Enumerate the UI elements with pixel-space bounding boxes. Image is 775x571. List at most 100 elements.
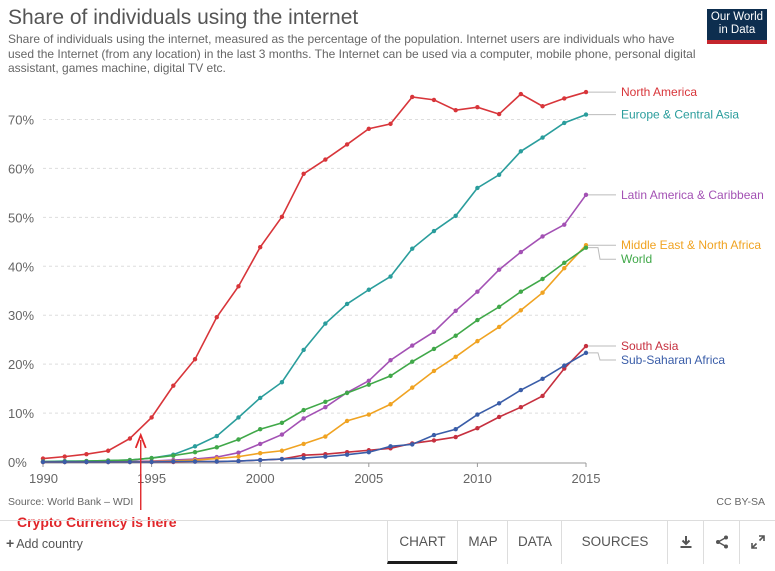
x-tick-label: 2005	[354, 471, 383, 486]
data-point	[562, 96, 567, 101]
data-point	[279, 214, 285, 220]
data-point	[258, 244, 263, 250]
data-point	[301, 407, 306, 413]
add-country-button[interactable]: + Add country	[6, 535, 83, 551]
data-point	[388, 358, 393, 363]
data-point	[518, 387, 524, 393]
data-point	[410, 246, 415, 251]
data-point	[366, 378, 371, 383]
data-point	[410, 385, 415, 390]
data-point	[301, 416, 306, 421]
tab-sources[interactable]: SOURCES	[561, 520, 668, 564]
data-point	[279, 420, 285, 426]
data-point	[540, 104, 545, 109]
series-label: Latin America & Caribbean	[621, 188, 764, 202]
data-point	[453, 107, 458, 113]
data-point	[475, 105, 480, 110]
data-point	[475, 317, 480, 323]
data-point	[431, 228, 437, 234]
share-icon	[716, 535, 728, 549]
data-point	[496, 172, 502, 177]
tab-chart[interactable]: CHART	[387, 520, 457, 564]
data-point	[192, 459, 198, 464]
data-point	[40, 459, 46, 465]
data-point	[388, 121, 393, 127]
series-line	[43, 247, 587, 463]
data-point	[410, 359, 415, 364]
data-point	[366, 450, 371, 455]
legend-leader-line	[588, 247, 616, 260]
x-tick-label: 1995	[137, 471, 166, 486]
data-point	[583, 192, 589, 198]
data-point	[431, 97, 437, 103]
license-note[interactable]: CC BY-SA	[716, 496, 765, 508]
data-point	[149, 455, 154, 461]
download-icon	[680, 536, 692, 548]
data-point	[279, 432, 285, 437]
series-line	[43, 345, 587, 463]
data-point	[388, 373, 393, 379]
data-point	[62, 459, 67, 465]
y-tick-label: 10%	[8, 406, 34, 421]
data-point	[171, 453, 176, 458]
data-point	[279, 448, 285, 453]
plus-icon: +	[6, 535, 15, 551]
data-point	[453, 434, 458, 440]
data-point	[344, 452, 350, 457]
data-point	[431, 368, 437, 374]
data-point	[388, 402, 393, 407]
data-point	[453, 354, 458, 359]
data-point	[453, 308, 458, 313]
data-point	[344, 390, 350, 396]
our-world-in-data-logo[interactable]: Our World in Data	[707, 9, 767, 44]
series-label: South Asia	[621, 339, 679, 353]
data-point	[518, 91, 524, 97]
logo-accent-bar	[707, 40, 767, 44]
data-point	[301, 441, 306, 447]
data-point	[236, 458, 241, 464]
data-point	[388, 444, 393, 449]
data-point	[540, 276, 545, 282]
tab-data[interactable]: DATA	[507, 520, 562, 564]
data-point	[583, 112, 589, 117]
legend-leader-line	[588, 352, 616, 361]
data-point	[366, 126, 371, 131]
data-point	[323, 321, 328, 326]
data-point	[540, 393, 545, 399]
data-point	[236, 415, 241, 420]
chart-footer-controls: + Add country CHART MAP DATA SOURCES	[0, 520, 775, 571]
y-tick-label: 70%	[8, 112, 34, 127]
data-point	[496, 111, 502, 117]
data-point	[192, 357, 198, 362]
line-chart: 0% 10% 20% 30% 40% 50% 60% 70% 1990 1995 2000 2005 2…	[8, 85, 764, 510]
data-point	[496, 401, 502, 406]
data-point	[301, 455, 306, 461]
x-tick-label: 2010	[463, 471, 492, 486]
x-tick-label: 2015	[572, 471, 601, 486]
data-point	[279, 456, 285, 462]
expand-icon	[751, 535, 765, 549]
data-point	[258, 441, 263, 447]
series-label: Europe & Central Asia	[621, 108, 739, 122]
share-button[interactable]	[703, 520, 740, 564]
data-point	[323, 404, 328, 410]
data-point	[214, 445, 219, 450]
data-point	[388, 274, 393, 279]
data-point	[105, 448, 111, 453]
download-button[interactable]	[667, 520, 704, 564]
series-label: World	[621, 252, 652, 266]
data-point	[583, 343, 589, 349]
data-point	[214, 314, 219, 320]
y-tick-label: 40%	[8, 259, 34, 274]
tab-map[interactable]: MAP	[457, 520, 508, 564]
data-point	[323, 157, 328, 162]
data-point	[171, 459, 176, 464]
data-point	[279, 380, 285, 385]
data-point	[540, 376, 545, 382]
data-point	[562, 120, 567, 126]
x-tick-label: 2000	[246, 471, 275, 486]
annotation-arrow-icon	[134, 432, 147, 449]
expand-button[interactable]	[739, 520, 775, 564]
data-point	[453, 427, 458, 432]
data-point	[518, 149, 524, 154]
